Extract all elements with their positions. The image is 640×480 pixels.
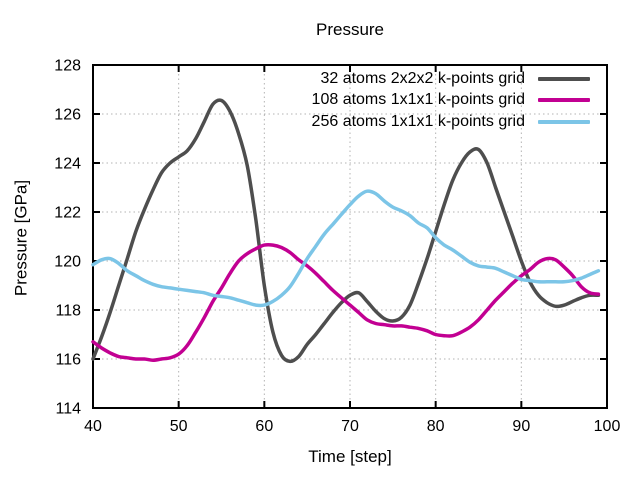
legend: 32 atoms 2x2x2 k-points grid 108 atoms 1… bbox=[312, 68, 590, 133]
legend-line-sample bbox=[538, 98, 590, 103]
y-tick-label: 126 bbox=[54, 107, 81, 124]
legend-line-sample bbox=[538, 119, 590, 124]
y-tick-label: 128 bbox=[54, 58, 81, 75]
legend-label: 32 atoms 2x2x2 k-points grid bbox=[320, 69, 525, 87]
legend-label: 108 atoms 1x1x1 k-points grid bbox=[311, 91, 525, 109]
y-axis-label: Pressure [GPa] bbox=[11, 179, 31, 297]
legend-line-sample bbox=[538, 76, 590, 81]
x-tick-label: 100 bbox=[594, 418, 621, 435]
legend-label: 256 atoms 1x1x1 k-points grid bbox=[311, 112, 525, 130]
legend-item: 32 atoms 2x2x2 k-points grid bbox=[312, 68, 590, 90]
y-tick-label: 116 bbox=[55, 352, 81, 369]
x-tick-label: 50 bbox=[170, 418, 188, 435]
legend-item: 108 atoms 1x1x1 k-points grid bbox=[312, 90, 590, 112]
y-tick-label: 114 bbox=[55, 401, 81, 418]
curve-32-atoms bbox=[91, 98, 601, 364]
y-tick-label: 118 bbox=[55, 303, 81, 320]
x-tick-label: 80 bbox=[427, 418, 445, 435]
x-tick-label: 60 bbox=[255, 418, 273, 435]
x-tick-label: 40 bbox=[84, 418, 102, 435]
x-tick-label: 90 bbox=[512, 418, 530, 435]
x-tick-label: 70 bbox=[341, 418, 359, 435]
x-axis-label: Time [step] bbox=[308, 447, 392, 466]
legend-item: 256 atoms 1x1x1 k-points grid bbox=[312, 111, 590, 133]
plot-border bbox=[92, 64, 608, 409]
curve-256-atoms bbox=[91, 189, 601, 308]
chart-title: Pressure bbox=[315, 20, 385, 39]
curve-108-atoms bbox=[91, 242, 601, 362]
y-tick-label: 124 bbox=[54, 156, 81, 173]
y-tick-label: 122 bbox=[54, 205, 81, 222]
y-tick-label: 120 bbox=[54, 254, 81, 271]
